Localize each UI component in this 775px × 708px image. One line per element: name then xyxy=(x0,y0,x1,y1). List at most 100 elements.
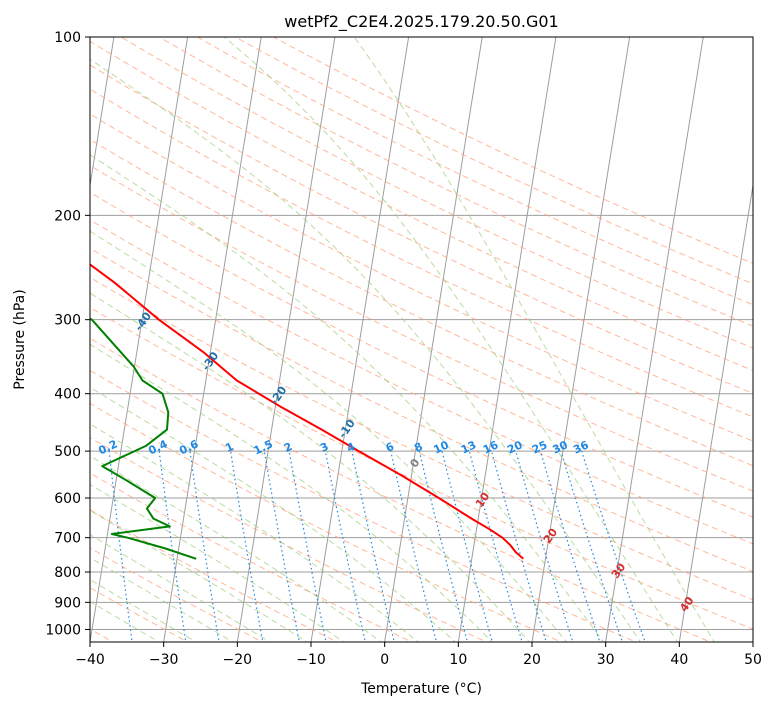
moist-adiabat-line xyxy=(90,343,494,642)
moist-adiabat-line xyxy=(90,423,419,642)
mixing-ratio-line xyxy=(418,450,469,642)
x-tick-label: 40 xyxy=(670,652,688,668)
line-label-layer: 0.10.20.40.611.52346810131620253036-100-… xyxy=(1,212,697,615)
plot-frame xyxy=(89,36,754,643)
x-tick-label: −20 xyxy=(223,652,253,668)
mixing-ratio-line xyxy=(288,450,327,642)
isotherm-line xyxy=(678,182,753,642)
mixing-ratio-line xyxy=(189,451,220,642)
mixing-ratio-line xyxy=(62,451,82,644)
mixing-ratio-label: 0.6 xyxy=(177,437,200,457)
dewpoint-profile-line xyxy=(90,317,197,560)
dry-adiabat-line xyxy=(90,472,414,642)
isotherm-line xyxy=(605,37,704,642)
mixing-ratio-label: 0.2 xyxy=(96,437,119,457)
mixing-ratio-label: 3 xyxy=(318,440,330,455)
dry-adiabat-label: -60 xyxy=(1,212,23,236)
y-tick-label: 300 xyxy=(54,313,81,329)
isotherm-line xyxy=(457,37,557,642)
mixing-ratio-line xyxy=(158,451,187,642)
x-tick-label: −10 xyxy=(296,652,326,668)
mixing-ratio-line xyxy=(324,450,366,642)
chart-title: wetPf2_C2E4.2025.179.20.50.G01 xyxy=(284,12,558,32)
x-tick-label: 30 xyxy=(597,652,615,668)
mixing-ratio-label: 30 xyxy=(551,438,571,456)
mixing-ratio-line xyxy=(539,450,601,642)
moist-adiabat-line xyxy=(90,154,605,642)
dry-adiabat-line xyxy=(90,113,753,442)
dry-adiabat-label: 20 xyxy=(541,526,561,546)
dry-adiabat-line xyxy=(90,337,712,642)
dry-adiabat-line xyxy=(90,191,753,518)
dry-adiabat-line xyxy=(90,437,488,642)
mixing-ratio-line xyxy=(230,451,264,642)
dry-adiabat-label: -10 xyxy=(336,417,358,441)
mixing-ratio-label: 0.4 xyxy=(146,437,169,457)
moist-adiabat-line xyxy=(90,483,345,642)
mixing-ratio-label: 1.5 xyxy=(252,437,275,457)
dry-adiabat-label: 10 xyxy=(473,490,493,510)
y-tick-label: 600 xyxy=(54,491,81,507)
mixing-ratio-label: 10 xyxy=(432,438,452,456)
moist-adiabat-line xyxy=(223,37,679,642)
mixing-ratio-label: 20 xyxy=(505,438,525,456)
y-tick-label: 800 xyxy=(54,565,81,581)
dry-adiabat-line xyxy=(90,247,753,573)
mixing-ratio-label: 25 xyxy=(530,438,549,456)
moist-adiabat-line xyxy=(90,292,531,642)
moist-adiabat-line xyxy=(90,509,308,642)
mixing-ratio-line xyxy=(468,450,523,642)
dry-adiabat-label: 0 xyxy=(407,456,422,470)
x-tick-label: −30 xyxy=(149,652,179,668)
dry-adiabat-label: 30 xyxy=(609,561,629,581)
grid-layer xyxy=(62,37,753,644)
y-tick-label: 900 xyxy=(54,595,81,611)
mixing-ratio-line xyxy=(490,450,547,642)
dry-adiabat-label: -50 xyxy=(66,263,88,287)
y-tick-label: 1000 xyxy=(45,622,81,638)
y-axis-title: Pressure (hPa) xyxy=(12,289,28,389)
moist-adiabat-line xyxy=(353,37,715,642)
dry-adiabat-line xyxy=(90,547,264,642)
dry-adiabat-line xyxy=(90,138,753,467)
y-tick-label: 100 xyxy=(54,30,81,46)
dry-adiabat-label: 40 xyxy=(677,594,697,614)
temperature-profile-line xyxy=(90,263,524,560)
mixing-ratio-label: 2 xyxy=(282,440,294,455)
dry-adiabat-line xyxy=(90,369,638,642)
moist-adiabat-line xyxy=(90,455,382,642)
y-tick-label: 400 xyxy=(54,387,81,403)
dry-adiabat-line xyxy=(90,306,753,630)
dry-adiabat-line xyxy=(90,164,753,492)
dry-adiabat-line xyxy=(90,402,563,642)
isotherm-line xyxy=(90,37,115,189)
mixing-ratio-line xyxy=(108,451,133,642)
dry-adiabat-line xyxy=(90,276,753,601)
mixing-ratio-line xyxy=(441,450,493,642)
x-tick-label: 50 xyxy=(744,652,762,668)
isotherm-line xyxy=(163,37,262,642)
isotherm-line xyxy=(90,37,189,642)
mixing-ratio-label: 8 xyxy=(412,440,424,455)
series-layer xyxy=(90,263,524,560)
dry-adiabat-line xyxy=(120,37,753,349)
mixing-ratio-line xyxy=(560,450,624,642)
x-axis: −40 −30 −20 −10 0 10 20 30 40 50 xyxy=(75,642,762,668)
moist-adiabat-line xyxy=(90,386,456,642)
isotherm-line xyxy=(310,37,410,642)
moist-adiabat-line xyxy=(90,534,271,642)
isotherm-line xyxy=(752,639,753,642)
y-axis: 100 200 300 400 500 600 700 800 900 1000 xyxy=(45,30,90,638)
mixing-ratio-line xyxy=(351,450,395,642)
mixing-ratio-line xyxy=(581,450,646,642)
isotherm-line xyxy=(531,37,631,642)
dry-adiabat-line xyxy=(158,37,753,327)
x-tick-label: 10 xyxy=(449,652,467,668)
dry-adiabat-line xyxy=(90,219,753,545)
dry-adiabat-line xyxy=(90,88,753,418)
moist-adiabat-line xyxy=(90,58,642,642)
mixing-ratio-label: 36 xyxy=(571,438,591,456)
y-tick-label: 200 xyxy=(54,208,81,224)
moist-adiabat-line xyxy=(90,579,197,642)
